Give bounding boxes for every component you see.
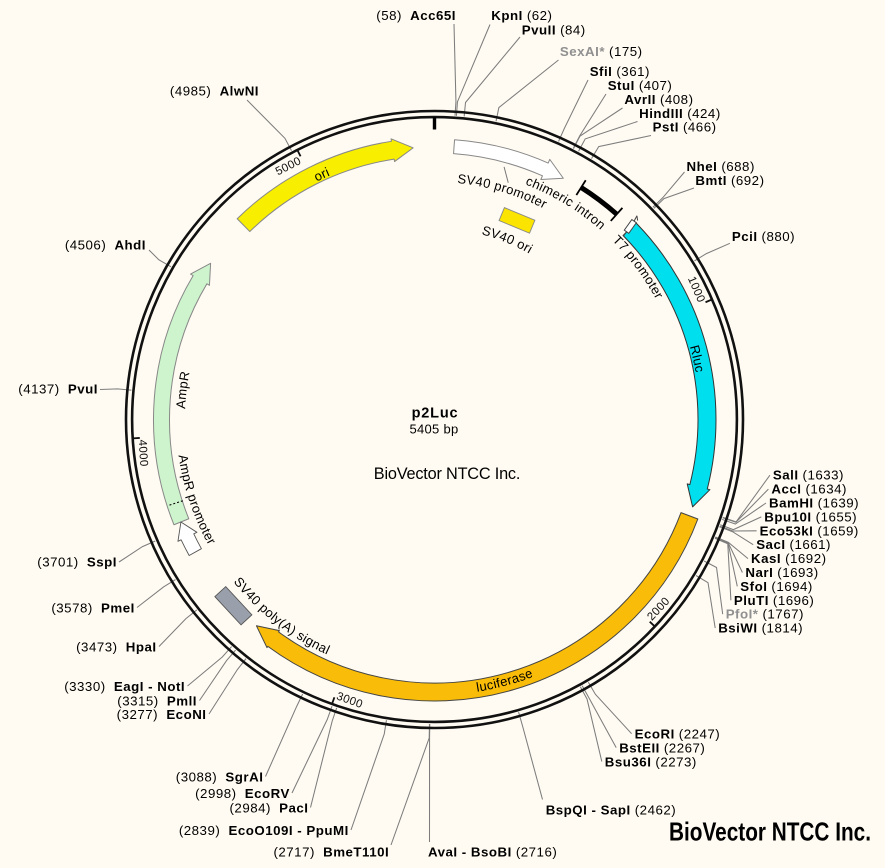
svg-text:BioVector NTCC Inc.: BioVector NTCC Inc. <box>374 465 520 483</box>
svg-text:Eco53kI(1659): Eco53kI(1659) <box>760 523 859 538</box>
svg-text:SfoI(1694): SfoI(1694) <box>740 579 813 594</box>
svg-text:KasI(1692): KasI(1692) <box>751 551 827 566</box>
svg-text:PstI(466): PstI(466) <box>653 120 717 135</box>
svg-text:PvuII(84): PvuII(84) <box>522 23 586 38</box>
svg-text:(3473) HpaI: (3473) HpaI <box>76 640 156 655</box>
svg-text:(4985) AlwNI: (4985) AlwNI <box>170 84 259 99</box>
svg-text:BioVector NTCC Inc.: BioVector NTCC Inc. <box>669 817 871 847</box>
svg-text:PciI(880): PciI(880) <box>732 229 795 244</box>
svg-text:(3277) EcoNI: (3277) EcoNI <box>117 707 207 722</box>
svg-text:4000: 4000 <box>136 439 150 467</box>
svg-text:(3088) SgrAI: (3088) SgrAI <box>176 770 264 785</box>
svg-text:(4506) AhdI: (4506) AhdI <box>65 238 146 253</box>
svg-text:AvaI - BsoBI(2716): AvaI - BsoBI(2716) <box>428 845 557 860</box>
svg-text:SalI(1633): SalI(1633) <box>773 468 844 483</box>
svg-text:Bpu10I(1655): Bpu10I(1655) <box>764 509 857 524</box>
svg-text:StuI(407): StuI(407) <box>608 78 673 93</box>
svg-text:(3330) EagI - NotI: (3330) EagI - NotI <box>64 679 185 694</box>
svg-text:SexAI*(175): SexAI*(175) <box>560 44 643 59</box>
svg-text:(3578) PmeI: (3578) PmeI <box>51 601 134 616</box>
svg-text:SfiI(361): SfiI(361) <box>590 64 650 79</box>
svg-text:(2839) EcoO109I - PpuMI: (2839) EcoO109I - PpuMI <box>179 823 349 838</box>
svg-text:(3701) SspI: (3701) SspI <box>37 555 117 570</box>
svg-text:(2717) BmeT110I: (2717) BmeT110I <box>273 845 389 860</box>
svg-text:SacI(1661): SacI(1661) <box>756 537 831 552</box>
svg-text:PluTI(1696): PluTI(1696) <box>734 593 814 608</box>
svg-text:(2984) PacI: (2984) PacI <box>230 801 309 816</box>
svg-text:(58) Acc65I: (58) Acc65I <box>376 8 456 23</box>
svg-text:HindIII(424): HindIII(424) <box>639 106 721 121</box>
svg-text:p2Luc: p2Luc <box>412 406 459 422</box>
svg-text:AccI(1634): AccI(1634) <box>771 482 847 497</box>
svg-text:KpnI(62): KpnI(62) <box>491 8 552 23</box>
svg-text:NarI(1693): NarI(1693) <box>745 565 818 580</box>
svg-text:PfoI*(1767): PfoI*(1767) <box>726 607 804 622</box>
svg-text:Bsu36I(2273): Bsu36I(2273) <box>605 755 697 770</box>
svg-text:NheI(688): NheI(688) <box>687 159 755 174</box>
svg-text:5405 bp: 5405 bp <box>409 422 458 437</box>
svg-text:BspQI - SapI(2462): BspQI - SapI(2462) <box>546 803 677 818</box>
svg-text:(4137) PvuI: (4137) PvuI <box>18 382 98 397</box>
